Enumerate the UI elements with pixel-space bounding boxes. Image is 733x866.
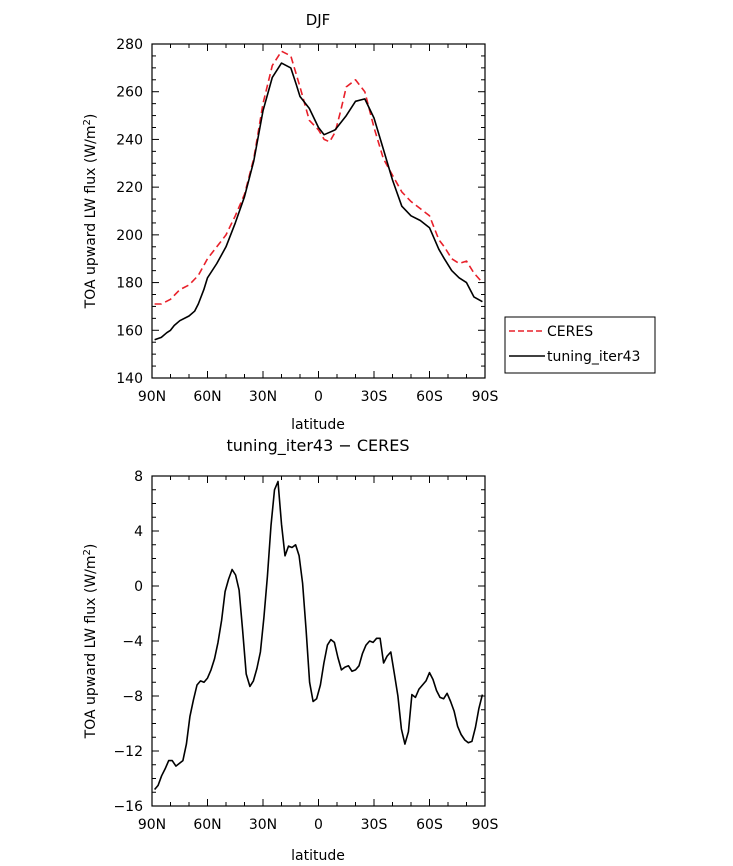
y-tick-label: 200: [116, 228, 143, 244]
legend-label-tuning: tuning_iter43: [547, 349, 640, 365]
x-tick-label: 90N: [138, 389, 166, 405]
legend-label-ceres: CERES: [547, 324, 593, 340]
y-tick-label: −8: [122, 689, 143, 705]
x-tick-label: 30S: [361, 817, 388, 833]
y-tick-label: −16: [113, 799, 143, 815]
x-tick-label: 90S: [472, 389, 499, 405]
plot-frame-bottom: [151, 475, 486, 807]
y-tick-label: 140: [116, 371, 143, 387]
y-tick-label: −4: [122, 634, 143, 650]
y-tick-label: 240: [116, 132, 143, 148]
y-tick-label: −12: [113, 744, 143, 760]
plot-frame-top: [151, 43, 486, 379]
y-tick-label: 220: [116, 180, 143, 196]
x-tick-label: 90S: [472, 817, 499, 833]
x-tick-label: 60S: [416, 389, 443, 405]
x-tick-label: 30N: [249, 817, 277, 833]
x-tick-label: 60N: [193, 817, 221, 833]
series-line-tuning-iter43: [154, 62, 483, 341]
y-tick-label: 280: [116, 37, 143, 53]
y-tick-label: 180: [116, 276, 143, 292]
y-ticks-top: 140 160 180 200 220 240 260 280: [116, 37, 485, 387]
legend: CERES tuning_iter43: [504, 316, 656, 374]
x-tick-label: 30S: [361, 389, 388, 405]
y-tick-label: 0: [134, 579, 143, 595]
x-tick-label: 30N: [249, 389, 277, 405]
x-tick-label: 0: [314, 817, 323, 833]
series-line-difference: [153, 480, 484, 791]
x-tick-label: 60N: [193, 389, 221, 405]
x-axis-label-top: latitude: [291, 417, 345, 433]
chart-title-top: DJF: [306, 11, 331, 29]
y-axis-label-bottom: TOA upward LW flux (W/m2): [82, 544, 100, 740]
series-line-ceres: [154, 50, 483, 305]
y-tick-label: 4: [134, 524, 143, 540]
x-tick-label: 0: [314, 389, 323, 405]
panel-top: DJF 90N 60N 30N 0 30S 60S 90S 140 160 180 200 220 2…: [82, 11, 499, 433]
x-tick-label: 60S: [416, 817, 443, 833]
panel-bottom: tuning_iter43 − CERES 90N 60N 30N 0 30S 60S 90…: [82, 436, 499, 864]
y-ticks-bottom: −16 −12 −8 −4 0 4 8: [113, 469, 485, 815]
x-ticks-bottom: 90N 60N 30N 0 30S 60S 90S: [138, 476, 499, 833]
chart-title-bottom: tuning_iter43 − CERES: [226, 436, 409, 456]
x-axis-label-bottom: latitude: [291, 848, 345, 864]
y-tick-label: 8: [134, 469, 143, 485]
series-group-bottom: [153, 480, 484, 791]
x-ticks-top: 90N 60N 30N 0 30S 60S 90S: [138, 44, 499, 405]
y-axis-label-top: TOA upward LW flux (W/m2): [82, 114, 100, 310]
y-tick-label: 260: [116, 85, 143, 101]
series-group-top: [154, 50, 483, 341]
legend-box: [504, 316, 656, 374]
x-tick-label: 90N: [138, 817, 166, 833]
y-tick-label: 160: [116, 323, 143, 339]
